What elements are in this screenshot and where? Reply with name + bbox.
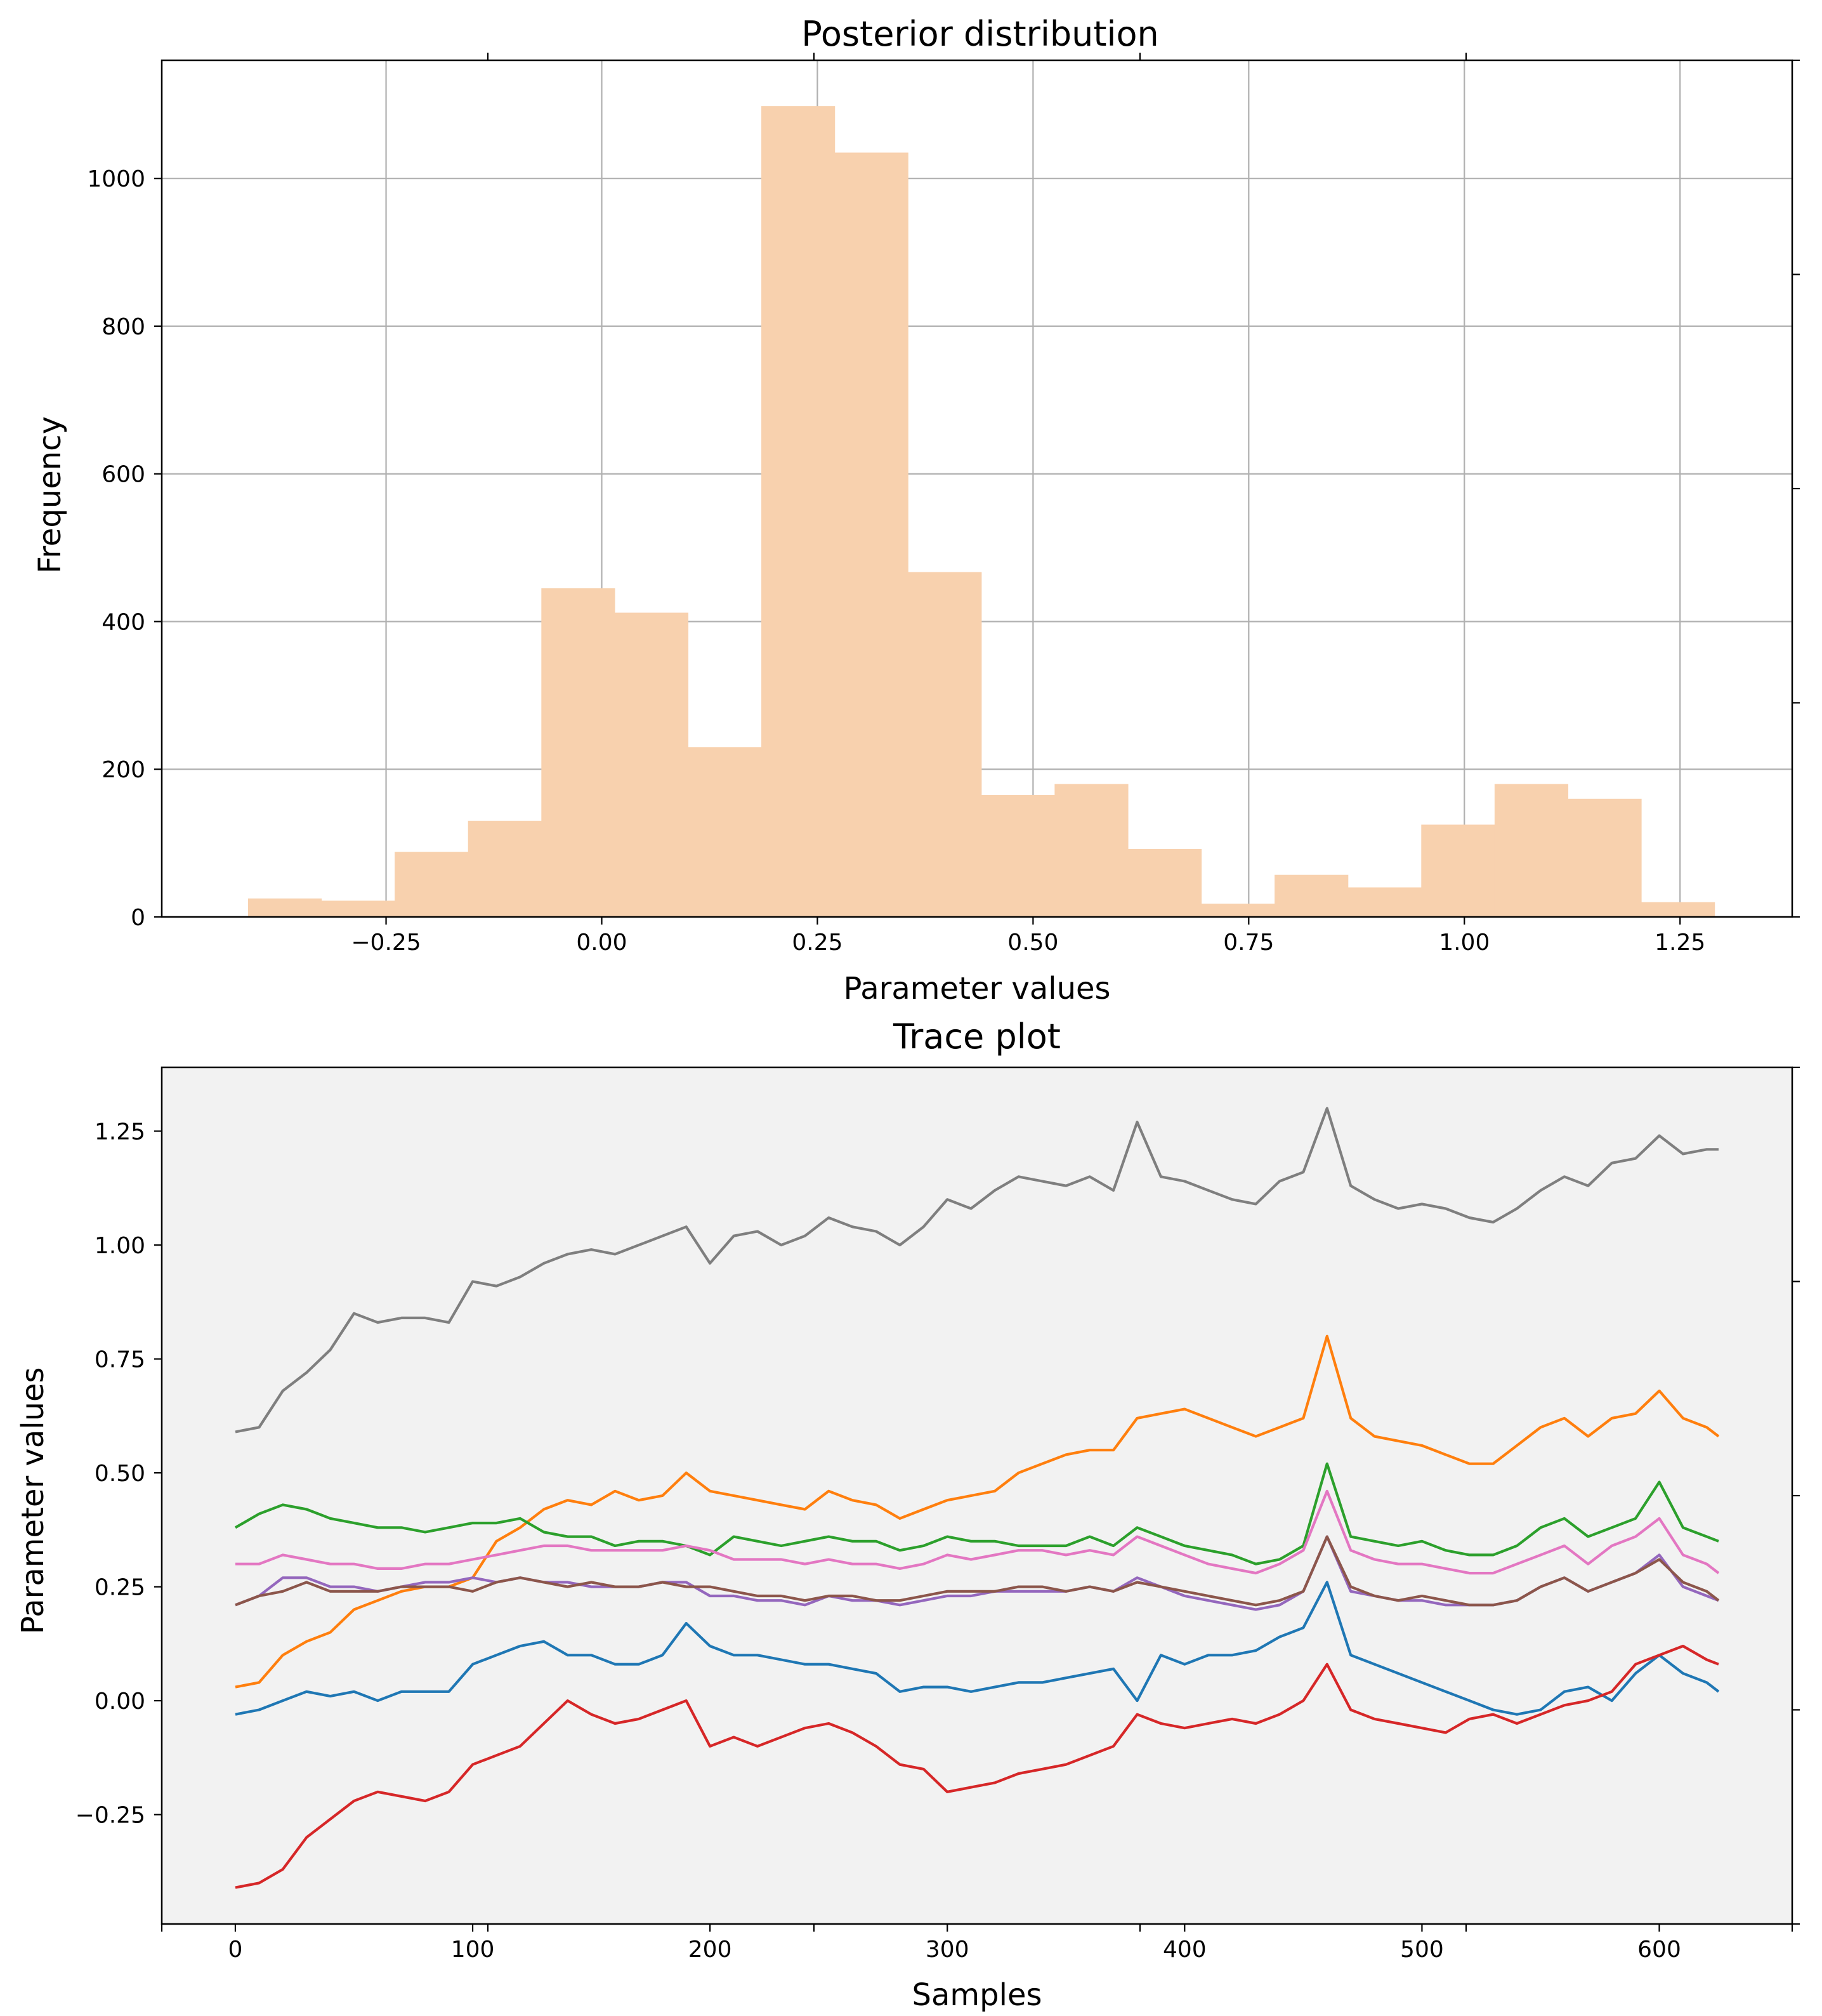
trace-series-line bbox=[234, 1462, 1719, 1565]
histogram-y-tick-label: 800 bbox=[102, 314, 145, 340]
histogram-x-axis-label: Parameter values bbox=[843, 971, 1110, 1006]
histogram-bar bbox=[321, 900, 395, 917]
histogram-y-tick-label: 0 bbox=[131, 905, 145, 931]
trace-x-tick-label: 100 bbox=[451, 1937, 495, 1963]
histogram-x-tick-label: 0.75 bbox=[1223, 930, 1274, 956]
histogram-bars bbox=[247, 106, 1715, 918]
histogram-bar bbox=[1347, 887, 1422, 917]
trace-y-tick-label: 0.25 bbox=[95, 1575, 145, 1601]
histogram-x-tick-label: 1.00 bbox=[1439, 930, 1490, 956]
histogram-bar bbox=[1494, 784, 1569, 917]
trace-x-tick-label: 300 bbox=[926, 1937, 969, 1963]
trace-y-tick-label: 1.00 bbox=[95, 1233, 145, 1259]
histogram-bar bbox=[908, 572, 982, 917]
histogram-bar bbox=[1054, 784, 1129, 917]
trace-y-axis-label: Parameter values bbox=[15, 1367, 51, 1634]
trace-x-tick-label: 500 bbox=[1400, 1937, 1444, 1963]
trace-series-line bbox=[235, 1535, 1720, 1607]
histogram-y-tick-label: 400 bbox=[102, 609, 145, 635]
trace-x-tick-label: 0 bbox=[228, 1937, 243, 1963]
histogram-panel: Posterior distribution −0.25 0.00 0.25 0.50… bbox=[32, 14, 1800, 1006]
histogram-bar bbox=[1275, 874, 1349, 917]
trace-y-tick-label: 1.25 bbox=[95, 1119, 145, 1145]
trace-series-line bbox=[235, 1644, 1719, 1889]
histogram-bar bbox=[834, 152, 908, 918]
histogram-y-axis-label: Frequency bbox=[32, 416, 68, 574]
trace-ticks: 0 100 200 300 400 500 600 −0.25 0.00 0.25 0.50 0.75… bbox=[75, 1066, 1800, 1963]
histogram-bar bbox=[468, 820, 542, 917]
histogram-bar bbox=[761, 106, 836, 918]
histogram-bar bbox=[981, 794, 1055, 917]
trace-series-line bbox=[235, 1334, 1720, 1689]
trace-axes-frame bbox=[161, 1066, 1793, 1925]
trace-x-tick-label: 200 bbox=[688, 1937, 732, 1963]
histogram-bar bbox=[1568, 798, 1642, 917]
histogram-x-tick-label: 0.25 bbox=[792, 930, 842, 956]
histogram-x-tick-label: 0.00 bbox=[576, 930, 627, 956]
histogram-x-tick-label: 0.50 bbox=[1007, 930, 1058, 956]
histogram-bar bbox=[1421, 824, 1495, 917]
histogram-bar bbox=[541, 588, 615, 917]
histogram-ticks: −0.25 0.00 0.25 0.50 0.75 1.00 1.25 0 200 400 600 8… bbox=[87, 53, 1800, 956]
histogram-bar bbox=[1127, 848, 1202, 917]
trace-panel: Trace plot 0 100 200 300 400 500 600−0.250.000… bbox=[15, 1017, 1800, 2013]
histogram-bar bbox=[1201, 904, 1275, 917]
histogram-bar bbox=[688, 747, 762, 917]
trace-y-tick-label: 0.50 bbox=[95, 1461, 145, 1487]
histogram-x-tick-label: −0.25 bbox=[351, 930, 421, 956]
trace-series-line bbox=[235, 1581, 1720, 1716]
histogram-y-tick-label: 200 bbox=[102, 757, 145, 783]
histogram-y-tick-label: 600 bbox=[102, 462, 145, 488]
trace-x-tick-label: 400 bbox=[1163, 1937, 1207, 1963]
trace-series-line bbox=[235, 1107, 1719, 1433]
histogram-bar bbox=[614, 612, 689, 917]
trace-x-tick-label: 600 bbox=[1637, 1937, 1681, 1963]
trace-series-lines bbox=[234, 1107, 1720, 1889]
histogram-y-tick-label: 1000 bbox=[87, 166, 145, 192]
histogram-title: Posterior distribution bbox=[801, 14, 1159, 54]
trace-y-tick-label: −0.25 bbox=[75, 1803, 145, 1829]
trace-title: Trace plot bbox=[893, 1017, 1061, 1057]
trace-x-axis-label: Samples bbox=[912, 1977, 1042, 2013]
trace-y-tick-label: 0.75 bbox=[95, 1347, 145, 1373]
trace-y-tick-label: 0.00 bbox=[95, 1689, 145, 1715]
histogram-bar bbox=[247, 898, 322, 917]
histogram-axes-frame bbox=[161, 59, 1793, 918]
histogram-x-tick-label: 1.25 bbox=[1655, 930, 1705, 956]
histogram-bar bbox=[395, 852, 469, 917]
trace-series-line bbox=[235, 1489, 1720, 1575]
histogram-bar bbox=[1641, 902, 1715, 917]
